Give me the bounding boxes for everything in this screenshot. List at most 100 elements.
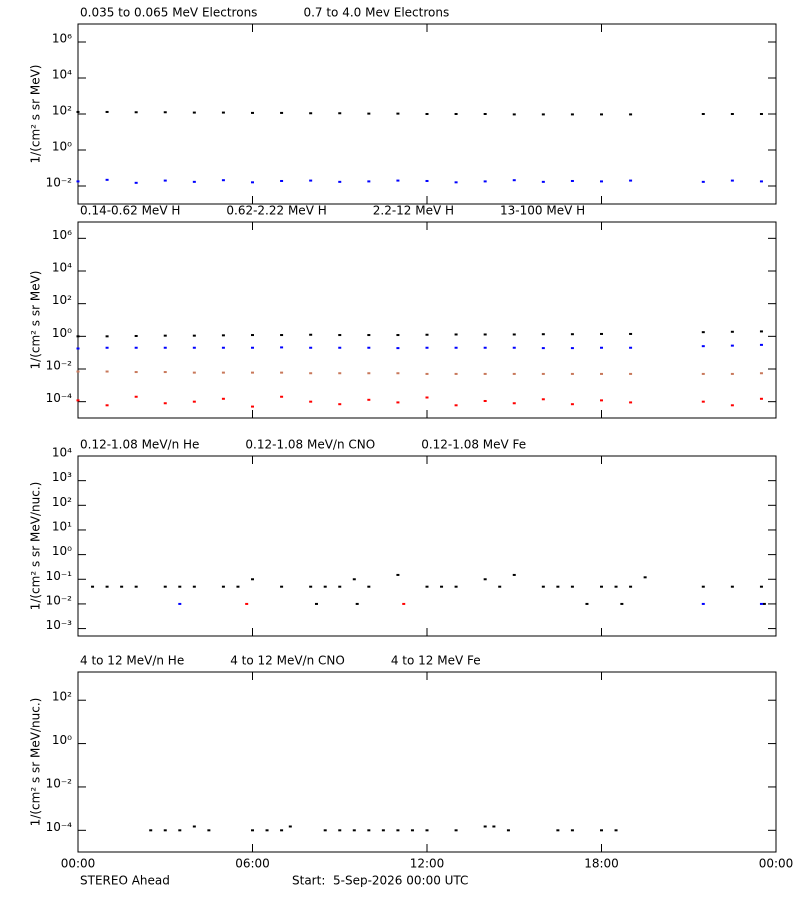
legend-entry: 0.14-0.62 MeV H — [80, 204, 180, 218]
data-point — [730, 585, 734, 588]
data-point — [192, 371, 196, 374]
data-point — [570, 829, 574, 832]
data-point — [570, 113, 574, 116]
data-point — [355, 602, 359, 605]
data-point — [178, 585, 182, 588]
data-point — [629, 332, 633, 335]
data-point — [309, 179, 313, 182]
data-point — [730, 179, 734, 182]
y-tick-label: 10⁶ — [52, 228, 72, 242]
data-point — [759, 330, 763, 333]
data-point — [251, 111, 254, 114]
data-point — [454, 181, 458, 184]
data-point — [730, 330, 734, 333]
data-point — [221, 397, 225, 400]
data-point — [76, 347, 80, 350]
x-tick-label: 06:00 — [235, 857, 270, 871]
data-point — [338, 829, 342, 832]
y-tick-label: 10⁴ — [52, 68, 72, 82]
y-tick-label: 10³ — [52, 470, 72, 484]
data-point — [134, 371, 138, 374]
legend-entry: 0.035 to 0.065 MeV Electrons — [80, 6, 257, 20]
y-tick-label: 10⁻³ — [46, 618, 73, 632]
data-point — [600, 399, 603, 402]
data-point — [105, 585, 109, 588]
data-point — [701, 345, 705, 348]
data-point — [585, 602, 589, 605]
legend-entry: 4 to 12 MeV/n CNO — [230, 654, 345, 668]
data-point — [570, 333, 574, 336]
data-point — [425, 179, 429, 182]
data-point — [759, 180, 763, 183]
data-point — [701, 180, 705, 183]
data-point — [629, 401, 633, 404]
data-point — [192, 334, 196, 337]
data-point — [105, 110, 109, 113]
data-point — [192, 400, 196, 403]
data-point — [396, 179, 400, 182]
data-point — [280, 179, 284, 182]
plot-frame — [77, 671, 777, 853]
data-point — [221, 585, 225, 588]
data-point — [396, 401, 400, 404]
data-point — [512, 372, 516, 375]
data-point — [425, 113, 429, 115]
data-point — [512, 346, 516, 349]
y-tick-label: 10⁻² — [46, 776, 73, 790]
data-point — [338, 334, 342, 337]
data-point — [629, 346, 633, 349]
data-point — [251, 578, 254, 581]
y-tick-label: 10⁰ — [52, 733, 72, 747]
data-point — [541, 333, 545, 336]
data-point — [338, 372, 342, 375]
y-tick-label: 10⁻⁴ — [46, 391, 73, 405]
data-point — [541, 113, 545, 116]
data-point — [178, 829, 182, 832]
data-point — [381, 829, 385, 832]
data-point — [91, 585, 95, 588]
data-point — [506, 829, 510, 832]
data-point — [454, 829, 458, 832]
y-tick-label: 10⁰ — [52, 544, 72, 558]
data-point — [759, 113, 763, 115]
data-point — [512, 333, 516, 336]
data-point — [338, 112, 342, 115]
data-point — [134, 111, 138, 114]
data-point — [76, 110, 80, 113]
data-point — [730, 113, 734, 115]
data-point — [512, 402, 516, 405]
data-point — [701, 331, 705, 334]
data-point — [134, 585, 138, 588]
data-point — [570, 403, 574, 406]
data-point — [105, 178, 109, 181]
data-point — [730, 344, 734, 347]
data-point — [338, 346, 342, 349]
data-point — [541, 372, 545, 375]
y-tick-label: 10⁻² — [46, 593, 73, 607]
data-point — [309, 112, 313, 115]
y-tick-label: 10⁶ — [52, 32, 72, 46]
y-tick-label: 10² — [52, 293, 72, 307]
data-point — [759, 602, 763, 605]
data-point — [759, 397, 763, 400]
data-point — [541, 398, 545, 401]
y-tick-label: 10⁴ — [52, 446, 72, 460]
data-point — [629, 585, 633, 588]
data-point — [701, 372, 705, 375]
data-point — [425, 346, 429, 349]
data-point — [701, 400, 705, 403]
data-point — [367, 334, 371, 337]
data-point — [570, 179, 574, 182]
data-point — [178, 602, 182, 605]
data-point — [512, 179, 516, 182]
data-point — [396, 829, 400, 832]
data-point — [105, 335, 109, 338]
data-point — [483, 825, 487, 828]
data-point — [352, 829, 356, 832]
data-point — [425, 829, 429, 832]
data-point — [440, 585, 444, 588]
data-point — [105, 370, 109, 373]
data-point — [280, 585, 284, 588]
data-point — [396, 347, 400, 350]
data-point — [570, 347, 574, 350]
